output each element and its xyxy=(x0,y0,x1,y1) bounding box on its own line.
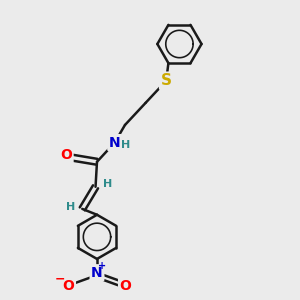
Text: O: O xyxy=(62,279,74,293)
Text: S: S xyxy=(161,73,172,88)
Text: H: H xyxy=(121,140,130,150)
Text: H: H xyxy=(67,202,76,212)
Text: N: N xyxy=(91,266,103,280)
Text: O: O xyxy=(120,279,131,293)
Text: O: O xyxy=(60,148,72,162)
Text: +: + xyxy=(98,261,106,271)
Text: −: − xyxy=(55,272,65,285)
Text: H: H xyxy=(103,179,112,190)
Text: N: N xyxy=(109,136,121,150)
